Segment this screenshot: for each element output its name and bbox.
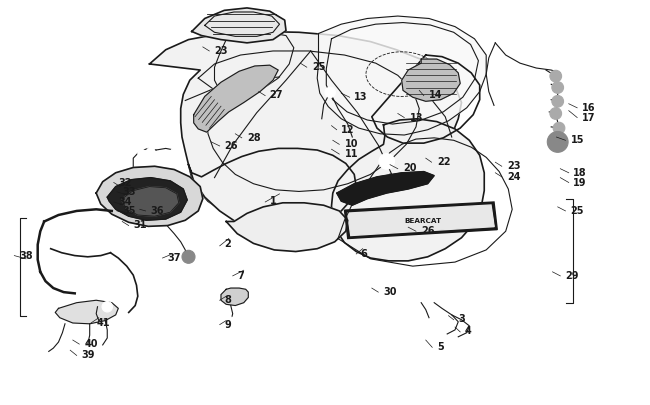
Text: 36: 36 [151,206,164,215]
Polygon shape [107,178,187,221]
Circle shape [550,71,562,83]
Polygon shape [337,172,434,206]
Text: 35: 35 [122,206,136,215]
Text: 9: 9 [224,319,231,329]
Polygon shape [344,202,497,239]
Text: 34: 34 [118,197,132,207]
Circle shape [550,109,562,120]
Circle shape [325,88,335,98]
Polygon shape [96,167,203,227]
Polygon shape [402,60,460,102]
Polygon shape [317,17,486,136]
Circle shape [182,251,195,264]
Text: 38: 38 [20,250,33,260]
Circle shape [379,154,395,170]
Text: 27: 27 [270,90,283,100]
Text: 26: 26 [224,141,238,151]
Text: 16: 16 [582,102,595,112]
Text: 5: 5 [437,341,443,351]
Text: 22: 22 [437,157,450,167]
Polygon shape [226,203,348,252]
Circle shape [147,148,155,156]
Text: 29: 29 [566,271,579,280]
Text: 23: 23 [214,46,228,55]
Text: 41: 41 [96,317,110,327]
Polygon shape [122,187,179,217]
Circle shape [225,318,237,329]
Text: 4: 4 [465,325,471,335]
Text: 11: 11 [344,149,358,159]
Text: 12: 12 [341,125,355,134]
Text: 20: 20 [403,163,417,173]
Text: BEARCAT: BEARCAT [404,217,441,223]
Text: 37: 37 [168,252,181,262]
Circle shape [552,83,564,94]
Circle shape [138,150,146,158]
Polygon shape [192,9,286,44]
Text: 40: 40 [84,339,98,348]
Text: 15: 15 [571,135,584,145]
Polygon shape [188,149,356,232]
Text: 7: 7 [237,271,244,280]
Text: 13: 13 [354,92,368,102]
Circle shape [231,326,240,335]
Polygon shape [55,301,118,324]
Text: 17: 17 [582,113,595,122]
Text: 25: 25 [571,206,584,215]
Text: 21: 21 [403,173,417,183]
Text: 3: 3 [458,313,465,323]
Text: 30: 30 [384,287,397,296]
Text: 26: 26 [421,226,435,236]
Text: 19: 19 [573,177,587,187]
Circle shape [553,123,565,134]
Circle shape [547,132,568,153]
Text: 23: 23 [507,161,521,171]
Text: 33: 33 [122,187,136,196]
Text: 1: 1 [270,196,276,205]
Polygon shape [348,205,494,236]
Text: 39: 39 [81,350,95,359]
Circle shape [102,302,112,312]
Polygon shape [221,288,248,306]
Text: 2: 2 [224,238,231,248]
Text: 31: 31 [133,220,147,230]
Polygon shape [332,119,484,261]
Circle shape [552,96,564,108]
Text: 24: 24 [507,171,521,181]
Text: 6: 6 [361,248,367,258]
Polygon shape [150,32,462,231]
Text: 14: 14 [429,90,443,100]
Text: 28: 28 [247,133,261,143]
Text: 8: 8 [224,295,231,305]
Text: 10: 10 [344,139,358,149]
Polygon shape [194,66,278,133]
Text: 18: 18 [573,167,587,177]
Polygon shape [214,33,294,96]
Text: 32: 32 [118,177,132,187]
Text: 25: 25 [312,62,326,72]
Text: 13: 13 [410,113,423,122]
Circle shape [424,333,434,343]
Circle shape [170,149,178,157]
